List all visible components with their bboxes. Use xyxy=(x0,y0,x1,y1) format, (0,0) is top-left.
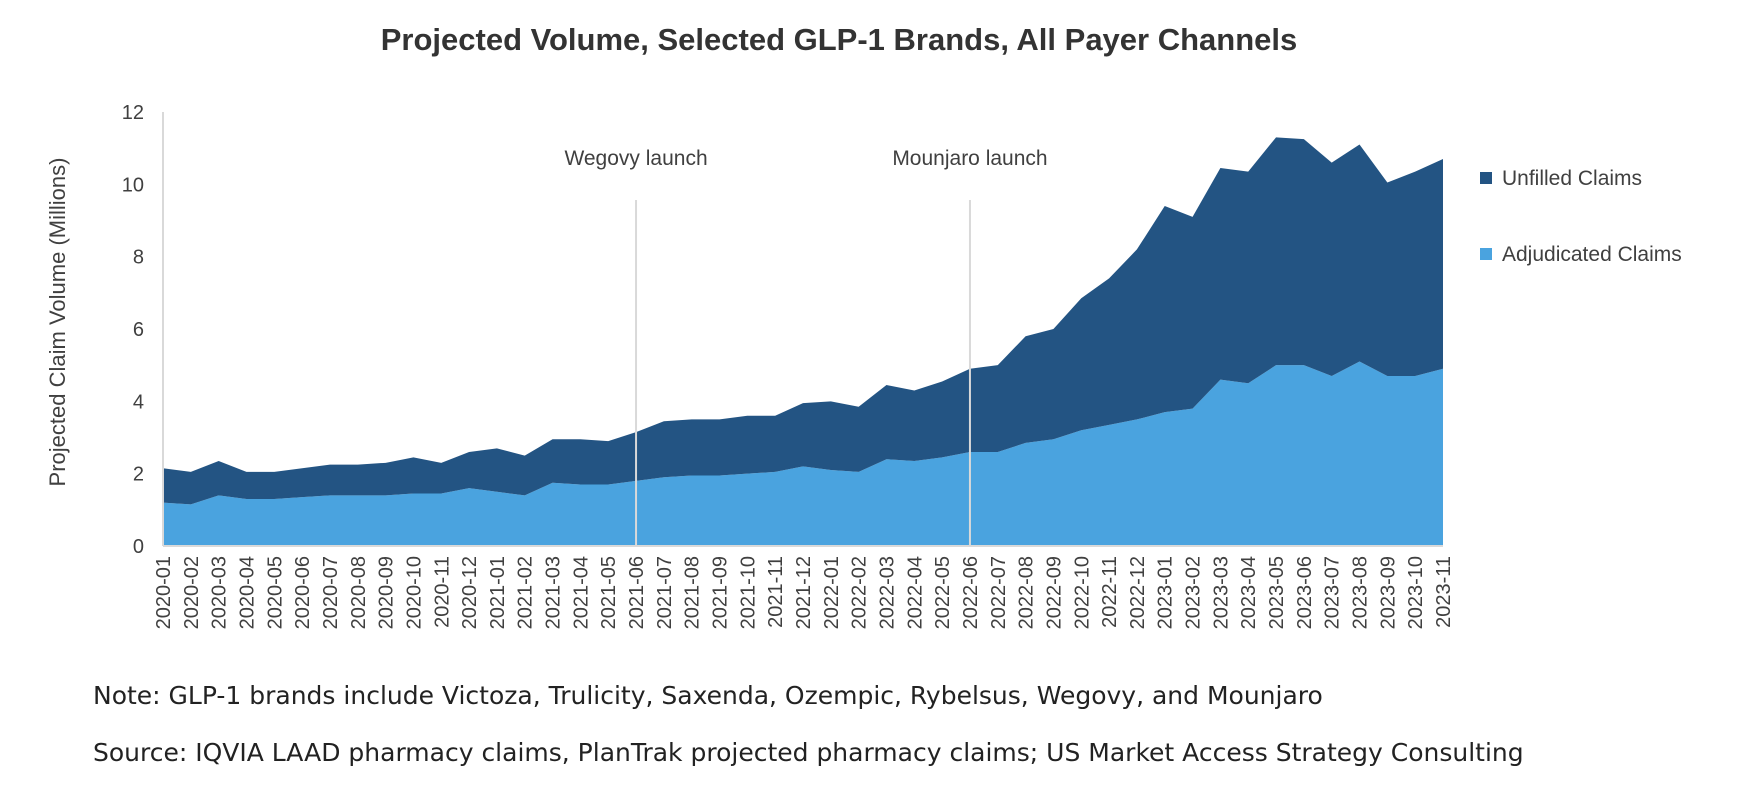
legend-swatch-unfilled-claims xyxy=(1480,172,1492,184)
x-tick-label: 2022-07 xyxy=(988,556,1010,629)
mounjaro-launch-label: Mounjaro launch xyxy=(892,147,1047,170)
legend-label-adjudicated-claims: Adjudicated Claims xyxy=(1502,243,1682,266)
x-tick-label: 2022-06 xyxy=(960,556,982,629)
y-tick-label: 0 xyxy=(133,536,144,558)
x-tick-label: 2021-08 xyxy=(682,556,704,629)
axes: 0 2 4 6 8 10 12 2020-01 2020-02 2020-03 2020-04 202… xyxy=(122,102,1455,629)
x-tick-label: 2023-06 xyxy=(1294,556,1316,629)
x-tick-label: 2022-05 xyxy=(932,556,954,629)
x-tick-label: 2020-09 xyxy=(376,556,398,629)
x-tick-label: 2022-11 xyxy=(1099,556,1121,628)
x-tick-label: 2021-01 xyxy=(487,556,509,629)
x-tick-label: 2023-07 xyxy=(1322,556,1344,629)
x-tick-label: 2020-01 xyxy=(153,556,175,629)
x-tick-label: 2022-04 xyxy=(904,556,926,629)
x-tick-label: 2020-12 xyxy=(459,556,481,629)
x-tick-label: 2022-08 xyxy=(1016,556,1038,629)
note-text: Note: GLP-1 brands include Victoza, Trul… xyxy=(93,681,1323,710)
x-tick-label: 2020-08 xyxy=(348,556,370,629)
area-chart: Projected Volume, Selected GLP-1 Brands,… xyxy=(45,22,1682,629)
legend-label-unfilled-claims: Unfilled Claims xyxy=(1502,167,1642,190)
x-tick-label: 2020-07 xyxy=(320,556,342,629)
y-tick-label: 2 xyxy=(133,464,144,486)
x-tick-label: 2021-11 xyxy=(765,556,787,628)
y-tick-label: 12 xyxy=(122,102,144,124)
y-tick-label: 4 xyxy=(133,391,144,413)
area-unfilled-claims xyxy=(163,137,1443,505)
x-tick-label: 2021-09 xyxy=(710,556,732,629)
x-tick-label: 2022-09 xyxy=(1043,556,1065,629)
x-tick-label: 2023-10 xyxy=(1405,556,1427,629)
area-series-group xyxy=(163,137,1443,546)
x-tick-label: 2020-06 xyxy=(292,556,314,629)
x-tick-label: 2021-07 xyxy=(654,556,676,629)
x-tick-label: 2021-12 xyxy=(793,556,815,629)
y-tick-label: 8 xyxy=(133,247,144,269)
y-tick-label: 6 xyxy=(133,319,144,341)
x-tick-label: 2021-05 xyxy=(598,556,620,629)
x-tick-label: 2023-03 xyxy=(1210,556,1232,629)
x-tick-label: 2020-11 xyxy=(431,556,453,628)
y-axis-label: Projected Claim Volume (Millions) xyxy=(45,158,70,487)
chart-title: Projected Volume, Selected GLP-1 Brands,… xyxy=(381,22,1298,57)
x-tick-label: 2021-04 xyxy=(570,556,592,629)
legend-swatch-adjudicated-claims xyxy=(1480,248,1492,260)
x-tick-label: 2023-05 xyxy=(1266,556,1288,629)
x-tick-label: 2023-11 xyxy=(1433,556,1455,628)
x-tick-label: 2022-03 xyxy=(876,556,898,629)
x-tick-label: 2021-03 xyxy=(543,556,565,629)
x-tick-label: 2021-10 xyxy=(737,556,759,629)
source-text: Source: IQVIA LAAD pharmacy claims, Plan… xyxy=(93,738,1524,767)
x-tick-label: 2022-10 xyxy=(1071,556,1093,629)
x-tick-label: 2023-04 xyxy=(1238,556,1260,629)
x-tick-label: 2023-01 xyxy=(1155,556,1177,629)
x-tick-label: 2023-08 xyxy=(1350,556,1372,629)
x-tick-label: 2020-05 xyxy=(264,556,286,629)
x-tick-label: 2022-02 xyxy=(849,556,871,629)
x-tick-label: 2021-06 xyxy=(626,556,648,629)
wegovy-launch-label: Wegovy launch xyxy=(564,147,707,170)
x-tick-label: 2022-12 xyxy=(1127,556,1149,629)
x-tick-label: 2020-03 xyxy=(209,556,231,629)
launch-markers: Wegovy launch Mounjaro launch xyxy=(564,147,1048,546)
x-tick-label: 2020-02 xyxy=(181,556,203,629)
x-tick-label: 2020-04 xyxy=(236,556,258,629)
x-tick-label: 2022-01 xyxy=(821,556,843,629)
x-tick-label: 2021-02 xyxy=(515,556,537,629)
area-adjudicated-claims xyxy=(163,361,1443,546)
x-tick-label: 2023-09 xyxy=(1377,556,1399,629)
legend: Unfilled Claims Adjudicated Claims xyxy=(1480,167,1682,266)
x-tick-label: 2020-10 xyxy=(403,556,425,629)
x-tick-label: 2023-02 xyxy=(1183,556,1205,629)
y-tick-label: 10 xyxy=(122,174,144,196)
